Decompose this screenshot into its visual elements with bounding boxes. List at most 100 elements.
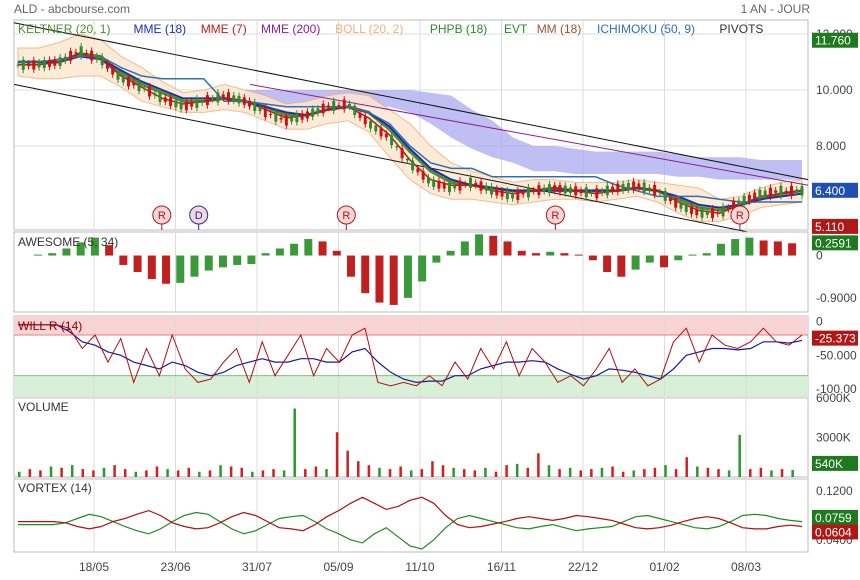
- volume-bar: [674, 469, 678, 477]
- price-series-line: [18, 55, 802, 203]
- pivot-marker: [336, 205, 356, 225]
- willr-overbought-zone: [14, 316, 808, 335]
- vortex-title: VORTEX (14): [18, 481, 92, 495]
- header: ALD - abcbourse.com 1 AN - JOUR: [14, 2, 810, 16]
- willr-tag-bg: [812, 330, 858, 346]
- awesome-bar: [432, 255, 441, 263]
- awesome-bar: [247, 255, 256, 264]
- candle-body: [169, 97, 173, 106]
- awesome-title: AWESOME (5, 34): [18, 235, 118, 249]
- candle-body: [579, 190, 583, 194]
- candle-body: [42, 60, 46, 69]
- candle-body: [469, 177, 473, 188]
- price-y-tick: 8.000: [816, 139, 846, 153]
- candle-body: [190, 102, 194, 107]
- candle-body: [547, 184, 551, 194]
- volume-y-tick: 6000K: [816, 391, 851, 405]
- candle-body: [795, 189, 799, 193]
- candle-body: [353, 105, 357, 115]
- volume-bar: [346, 450, 349, 477]
- awesome-bar: [403, 255, 412, 298]
- price-tag: 5.110: [815, 220, 844, 234]
- candle-body: [200, 100, 204, 103]
- candle-body: [358, 112, 362, 118]
- awesome-bar: [76, 242, 85, 256]
- price-tag-bg: [812, 182, 858, 198]
- vortex-plus-line: [18, 511, 803, 550]
- awesome-bar: [574, 254, 583, 256]
- willr-panel: WILL R (14) 0 -50.000 -100.00 -25.373: [13, 314, 858, 397]
- volume-bar: [304, 469, 307, 477]
- candle-body: [558, 185, 562, 193]
- vortex-tag-plus-bg: [812, 509, 858, 525]
- awesome-bar: [218, 255, 227, 268]
- volume-bar: [378, 467, 381, 477]
- volume-bar: [770, 470, 773, 477]
- candle-body: [542, 187, 546, 192]
- volume-bar: [28, 469, 32, 477]
- awesome-bar: [731, 239, 740, 256]
- volume-bar: [664, 465, 667, 477]
- awesome-bar: [759, 240, 768, 256]
- awesome-bar: [261, 253, 270, 256]
- candle-body: [95, 55, 99, 60]
- candle-body: [621, 183, 625, 191]
- candle-body: [416, 168, 420, 173]
- ichimoku-cloud: [244, 90, 802, 180]
- candle-body: [432, 179, 436, 187]
- volume-bar: [579, 470, 583, 477]
- candle-body: [426, 177, 430, 184]
- volume-bar: [727, 470, 731, 477]
- volume-bar: [494, 471, 498, 477]
- price-tag: 6.400: [815, 184, 845, 198]
- candle-body: [84, 52, 88, 54]
- willr-y-tick: -50.000: [816, 348, 857, 362]
- volume-bar: [643, 469, 646, 477]
- awesome-bar: [674, 255, 683, 261]
- chart-period: 1 AN - JOUR: [741, 2, 811, 16]
- candle-body: [347, 103, 351, 107]
- candle-body: [784, 190, 788, 192]
- awesome-bar: [645, 255, 654, 263]
- candle-body: [521, 192, 525, 195]
- chart-title: ALD - abcbourse.com: [14, 2, 130, 16]
- candle-body: [716, 212, 720, 214]
- candle-body: [284, 115, 288, 126]
- candle-body: [184, 101, 188, 111]
- volume-bar: [696, 466, 699, 477]
- pivot-marker-label: R: [736, 210, 744, 222]
- awesome-bar: [716, 243, 725, 256]
- candle-body: [337, 105, 341, 107]
- candle-body: [421, 170, 425, 180]
- candle-body: [758, 189, 762, 199]
- candle-body: [374, 125, 378, 132]
- x-tick-label: 08/03: [731, 560, 761, 574]
- volume-bar: [102, 467, 106, 477]
- willr-tag: -25.373: [815, 332, 856, 346]
- candle-body: [158, 92, 162, 102]
- candle-body: [37, 62, 41, 68]
- awesome-bar: [688, 254, 697, 256]
- volume-bar: [18, 471, 21, 477]
- awesome-bar: [290, 243, 299, 256]
- candle-body: [274, 111, 278, 122]
- candle-body: [663, 191, 667, 201]
- candle-body: [442, 183, 446, 189]
- volume-bar: [484, 467, 487, 477]
- volume-bar: [145, 470, 148, 477]
- pivot-marker-label: D: [195, 210, 203, 222]
- candle-body: [516, 190, 520, 200]
- volume-bar: [198, 471, 201, 477]
- candle-body: [321, 103, 325, 114]
- willr-title: WILL R (14): [18, 319, 82, 333]
- candle-body: [511, 194, 515, 199]
- volume-bar: [155, 466, 159, 477]
- candle-body: [737, 200, 741, 205]
- vortex-frame: [13, 478, 809, 553]
- candle-body: [395, 146, 399, 148]
- x-axis: 18/05 23/06 31/07 05/09 11/10 16/11 22/12 01/02…: [79, 560, 761, 574]
- awesome-bar: [389, 255, 398, 305]
- legend-item: MM (18): [537, 22, 582, 36]
- candle-body: [21, 59, 25, 70]
